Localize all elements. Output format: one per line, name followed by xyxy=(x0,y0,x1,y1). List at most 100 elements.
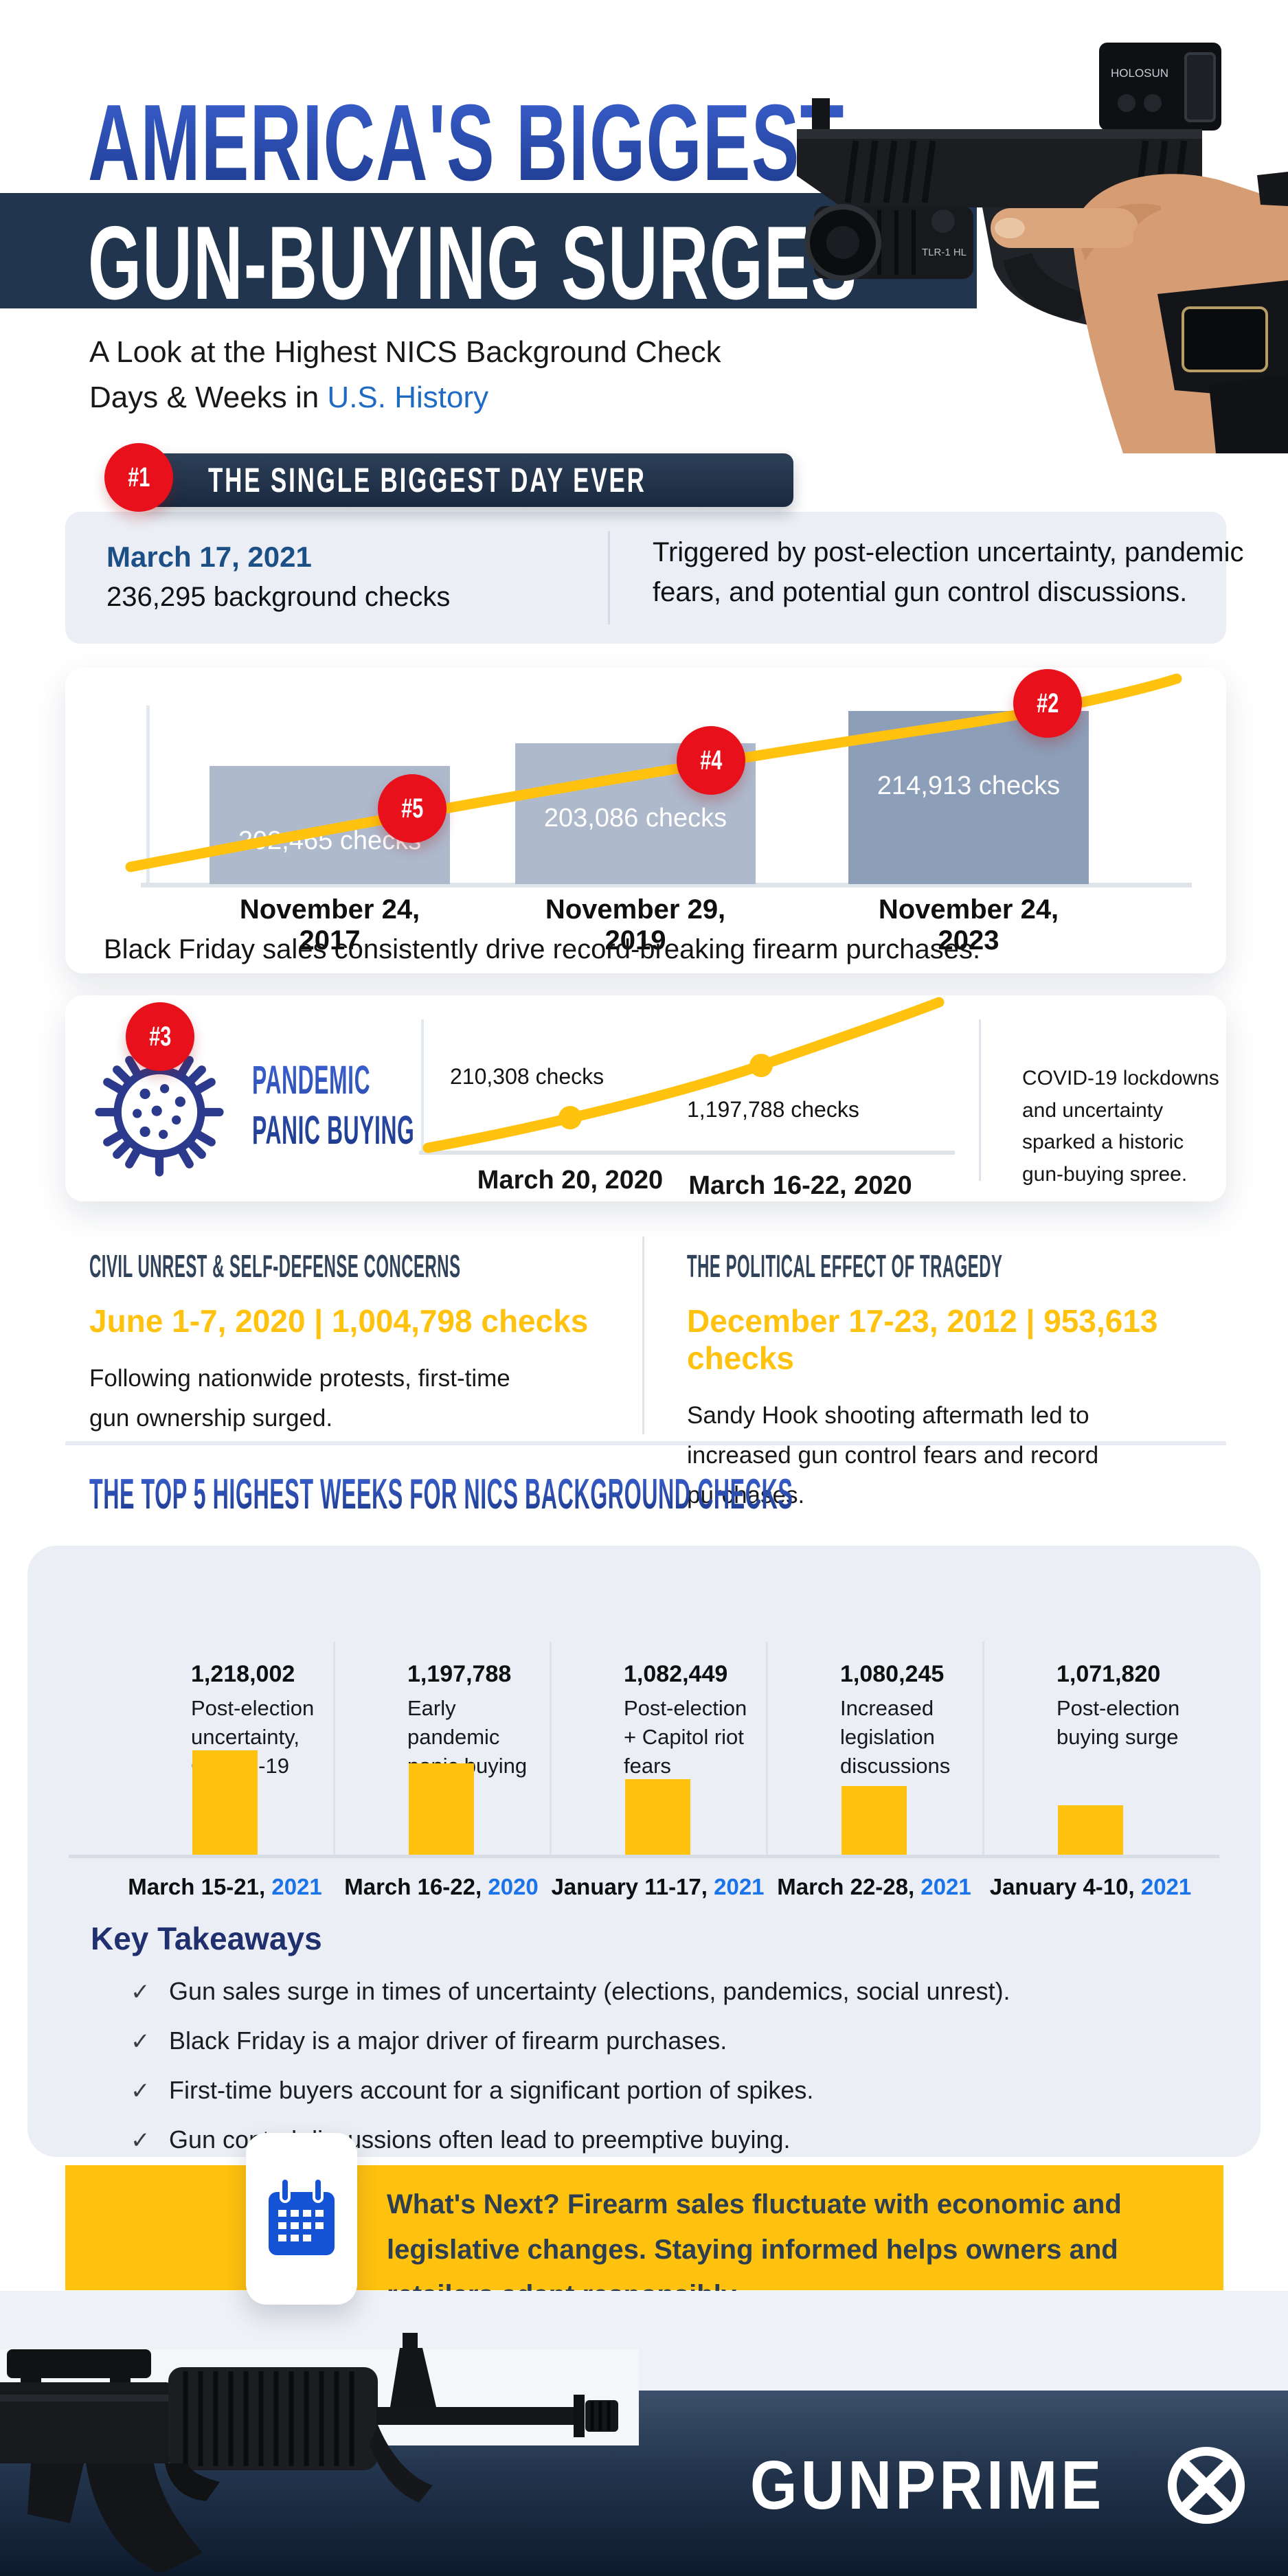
page-title-line2: GUN-BUYING SURGES xyxy=(88,205,858,321)
whats-next-banner: What's Next? Firearm sales fluctuate wit… xyxy=(65,2165,1223,2310)
week-value: 1,218,002 xyxy=(191,1661,295,1687)
top5-column-3: 3 1,082,449 Post-election + Capitol riot… xyxy=(550,1546,766,1903)
rank-number: 2 xyxy=(333,1558,550,1662)
week-description: Increased legislation discussions xyxy=(840,1696,951,1778)
rank-badge-2-label: #2 xyxy=(1036,688,1059,719)
single-biggest-day-banner: THE SINGLE BIGGEST DAY EVER xyxy=(148,453,793,507)
biggest-day-value: 236,295 background checks xyxy=(106,582,451,612)
top5-column-1: 1 1,218,002 Post-election uncertainty, C… xyxy=(117,1546,333,1903)
event-heading: THE POLITICAL EFFECT OF TRAGEDY xyxy=(687,1248,1003,1284)
pandemic-point1-label: 210,308 checks xyxy=(450,1064,605,1089)
week-date: March 15-21, 2021 xyxy=(128,1874,322,1899)
week-value: 1,197,788 xyxy=(407,1661,512,1687)
pandemic-title: PANDEMIC PANIC BUYING xyxy=(252,1056,414,1155)
pandemic-title-line1: PANDEMIC xyxy=(252,1058,371,1103)
check-icon: ✓ xyxy=(131,2078,150,2104)
week-date: March 16-22, 2020 xyxy=(344,1874,539,1899)
week-value: 1,080,245 xyxy=(840,1661,945,1687)
key-takeaways-heading: Key Takeaways xyxy=(91,1921,322,1956)
rank-badge-3-label: #3 xyxy=(148,1021,172,1052)
week-value: 1,071,820 xyxy=(1057,1661,1161,1687)
check-icon: ✓ xyxy=(131,2029,150,2055)
week-bar xyxy=(409,1763,474,1855)
rank-number: 3 xyxy=(550,1558,766,1662)
rank-number: 4 xyxy=(766,1558,982,1662)
event-civil-unrest: CIVIL UNREST & SELF-DEFENSE CONCERNS Jun… xyxy=(89,1247,611,1438)
takeaway-text: Black Friday is a major driver of firear… xyxy=(169,2026,727,2055)
takeaway-text: First-time buyers account for a signific… xyxy=(169,2076,814,2104)
weapon-light-label: TLR-1 HL xyxy=(922,247,967,258)
gunprime-logo: GUNPRIME xyxy=(750,2444,1247,2527)
bar-date-2023: November 24, 2023 xyxy=(878,894,1059,956)
column-separator xyxy=(982,1642,984,1856)
top5-card: 1 1,218,002 Post-election uncertainty, C… xyxy=(27,1546,1261,2157)
column-separator xyxy=(550,1642,552,1856)
biggest-day-date: March 17, 2021 xyxy=(106,541,312,573)
week-description: Post-election + Capitol riot fears xyxy=(624,1696,747,1778)
event-tragedy: THE POLITICAL EFFECT OF TRAGEDY December… xyxy=(687,1247,1209,1515)
pandemic-x-axis xyxy=(419,1151,955,1155)
pandemic-description: COVID-19 lockdowns and uncertainty spark… xyxy=(1022,1067,1219,1186)
week-description: Post-election uncertainty, COVID-19 xyxy=(191,1696,315,1778)
rank-badge-2: #2 xyxy=(1013,669,1082,738)
takeaway-item: ✓ First-time buyers account for a signifi… xyxy=(131,2076,1161,2105)
virus-icon xyxy=(95,1048,224,1177)
check-icon: ✓ xyxy=(131,1979,150,2005)
black-friday-chart-card: 202,465 checks 203,086 checks 214,913 ch… xyxy=(65,668,1226,973)
chart-x-axis xyxy=(141,883,1192,888)
pandemic-title-line2: PANIC BUYING xyxy=(252,1107,415,1153)
subtitle-text: A Look at the Highest NICS Background Ch… xyxy=(89,335,721,414)
chart-y-axis xyxy=(146,705,150,885)
top5-column-4: 4 1,080,245 Increased legislation discus… xyxy=(766,1546,982,1903)
page-title-line1-wrap: AMERICA'S BIGGEST xyxy=(88,81,1234,205)
section-divider-line xyxy=(65,1441,1226,1445)
optic-brand-label: HOLOSUN xyxy=(1111,67,1168,80)
page-title-line1: AMERICA'S BIGGEST xyxy=(88,81,845,205)
week-bar xyxy=(625,1779,690,1855)
takeaway-item: ✓ Gun sales surge in times of uncertainty… xyxy=(131,1977,1161,2006)
pandemic-point2-label: 1,197,788 checks xyxy=(687,1097,859,1122)
single-biggest-day-card: March 17, 2021 236,295 background checks… xyxy=(65,512,1243,644)
rank-badge-4-label: #4 xyxy=(699,745,723,776)
subtitle-highlight: U.S. History xyxy=(327,381,489,414)
rifle-photo-illustration xyxy=(0,2333,618,2573)
top5-column-2: 2 1,197,788 Early pandemic panic buying … xyxy=(333,1546,550,1903)
single-biggest-day-banner-text: THE SINGLE BIGGEST DAY EVER xyxy=(208,461,646,499)
week-date: January 4-10, 2021 xyxy=(989,1874,1192,1899)
week-bar xyxy=(841,1786,907,1855)
week-bar xyxy=(1058,1805,1123,1855)
top5-column-5: 5 1,071,820 Post-election buying surge J… xyxy=(982,1546,1199,1903)
top5-baseline xyxy=(69,1855,1219,1858)
week-date: March 22-28, 2021 xyxy=(777,1874,971,1899)
rank-badge-1: #1 xyxy=(104,443,173,512)
pandemic-card: #3 PANDEMIC PANIC xyxy=(65,995,1226,1201)
rank-number: 1 xyxy=(117,1558,333,1662)
gunprime-wordmark: GUNPRIME xyxy=(750,2446,1105,2524)
calendar-icon xyxy=(269,2177,335,2255)
rank-badge-3: #3 xyxy=(126,1002,194,1071)
events-divider xyxy=(642,1236,644,1434)
rank-badge-5: #5 xyxy=(378,774,447,843)
bar-date-2017: November 24, 2017 xyxy=(239,894,420,956)
column-separator xyxy=(333,1642,335,1856)
rank-badge-1-label: #1 xyxy=(127,462,150,493)
rank-number: 5 xyxy=(982,1558,1199,1662)
rank-badge-5-label: #5 xyxy=(400,793,424,824)
gunprime-logo-icon xyxy=(1167,2446,1245,2524)
week-bar xyxy=(192,1750,258,1855)
pandemic-divider xyxy=(979,1019,981,1181)
week-description: Post-election buying surge xyxy=(1057,1696,1180,1749)
card-divider xyxy=(608,531,610,624)
pistol-photo-illustration: HOLOSUN TLR-1 HL xyxy=(797,43,1288,453)
event-body: Sandy Hook shooting aftermath led to inc… xyxy=(687,1402,1099,1509)
pandemic-point2-date: March 16-22, 2020 xyxy=(688,1171,912,1200)
top5-heading: THE TOP 5 HIGHEST WEEKS FOR NICS BACKGRO… xyxy=(89,1471,793,1518)
event-highlight: June 1-7, 2020 | 1,004,798 checks xyxy=(89,1303,589,1339)
takeaway-text: Gun sales surge in times of uncertainty … xyxy=(169,1977,1010,2005)
calendar-card xyxy=(246,2133,357,2305)
rank-badge-4: #4 xyxy=(677,726,745,795)
top5-heading-wrap: THE TOP 5 HIGHEST WEEKS FOR NICS BACKGRO… xyxy=(89,1470,1288,1519)
event-heading: CIVIL UNREST & SELF-DEFENSE CONCERNS xyxy=(89,1248,461,1284)
page-title-line2-wrap: GUN-BUYING SURGES xyxy=(88,203,1254,324)
